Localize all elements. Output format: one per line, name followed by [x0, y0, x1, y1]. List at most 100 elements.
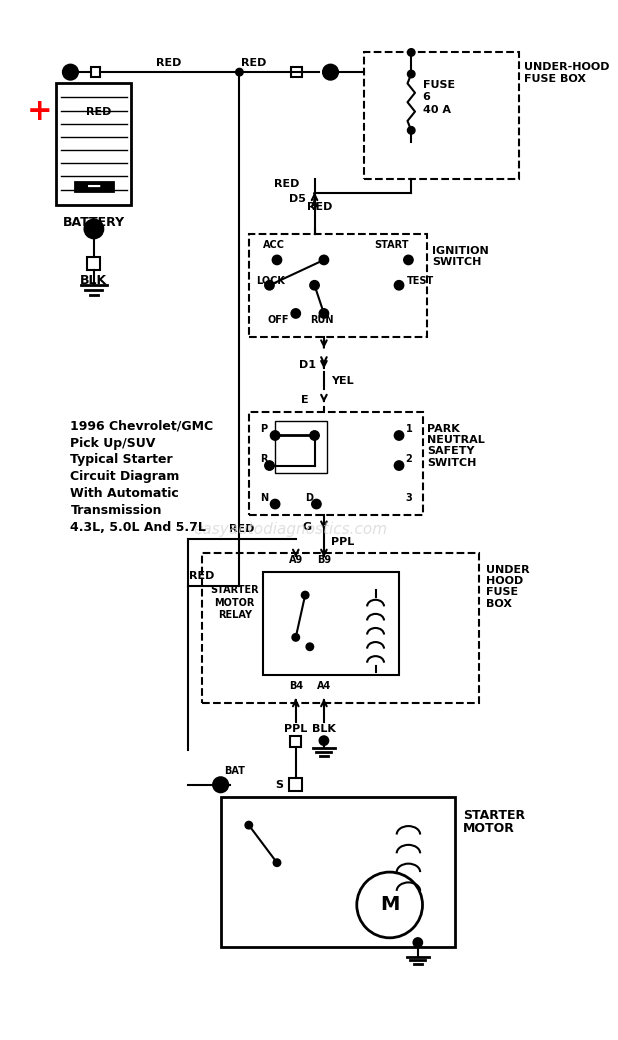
Bar: [249, 412, 423, 515]
Text: RED: RED: [241, 58, 266, 68]
Text: 6: 6: [423, 93, 430, 103]
Text: RED: RED: [274, 179, 299, 189]
Bar: [91, 68, 101, 77]
Circle shape: [265, 281, 274, 290]
Text: RED: RED: [87, 106, 112, 116]
Text: −: −: [86, 177, 102, 197]
Text: A9: A9: [289, 555, 303, 566]
Circle shape: [306, 643, 313, 650]
Circle shape: [323, 64, 338, 80]
Text: MOTOR: MOTOR: [214, 598, 255, 607]
Text: TEST: TEST: [407, 276, 434, 286]
Text: A4: A4: [317, 681, 331, 692]
Text: S: S: [275, 780, 283, 789]
Circle shape: [394, 431, 404, 440]
Bar: [56, 83, 132, 206]
Circle shape: [407, 127, 415, 134]
Circle shape: [310, 431, 320, 440]
Circle shape: [85, 219, 103, 238]
Circle shape: [320, 309, 329, 318]
Circle shape: [404, 255, 413, 264]
Text: D: D: [305, 493, 313, 503]
Text: BLK: BLK: [312, 725, 336, 734]
Text: BOX: BOX: [486, 599, 512, 608]
Text: ACC: ACC: [263, 240, 285, 250]
Text: BLK: BLK: [80, 275, 108, 287]
Text: MOTOR: MOTOR: [463, 823, 515, 835]
Text: Circuit Diagram: Circuit Diagram: [70, 470, 180, 484]
Text: START: START: [374, 240, 408, 250]
Text: N: N: [260, 493, 268, 503]
Bar: [291, 68, 302, 77]
Circle shape: [271, 431, 280, 440]
Circle shape: [394, 281, 404, 290]
Bar: [249, 234, 427, 337]
Text: easyautodiagnostics.com: easyautodiagnostics.com: [193, 522, 387, 537]
Text: BATTERY: BATTERY: [63, 216, 125, 229]
Text: SWITCH: SWITCH: [432, 257, 481, 267]
Text: RUN: RUN: [310, 315, 333, 326]
Text: Typical Starter: Typical Starter: [70, 453, 173, 466]
Bar: [202, 553, 479, 703]
Text: B9: B9: [317, 555, 331, 566]
Circle shape: [407, 71, 415, 78]
Bar: [263, 572, 399, 675]
Text: M: M: [380, 895, 399, 914]
Text: 2: 2: [405, 454, 412, 464]
Bar: [75, 182, 112, 191]
Circle shape: [320, 736, 329, 746]
Circle shape: [320, 255, 329, 264]
Text: PPL: PPL: [331, 537, 355, 547]
Text: HOOD: HOOD: [486, 576, 523, 586]
Text: UNDER-HOOD: UNDER-HOOD: [524, 61, 609, 72]
Text: RED: RED: [156, 58, 182, 68]
Text: STARTER: STARTER: [210, 586, 259, 596]
Bar: [289, 778, 302, 791]
Text: 1996 Chevrolet/GMC: 1996 Chevrolet/GMC: [70, 419, 214, 433]
Text: 3: 3: [405, 493, 412, 503]
Circle shape: [394, 461, 404, 470]
Text: E: E: [302, 395, 309, 405]
Circle shape: [273, 859, 281, 866]
Circle shape: [291, 309, 300, 318]
Circle shape: [273, 255, 282, 264]
Text: RELAY: RELAY: [218, 609, 252, 620]
Text: SAFETY: SAFETY: [427, 446, 475, 457]
Text: +: +: [27, 97, 53, 126]
Circle shape: [63, 64, 78, 80]
Text: R: R: [260, 454, 268, 464]
Text: FUSE: FUSE: [486, 588, 519, 597]
Text: BAT: BAT: [224, 765, 245, 776]
Circle shape: [245, 822, 253, 829]
Bar: [290, 736, 302, 747]
Text: PPL: PPL: [284, 725, 307, 734]
Text: 40 A: 40 A: [423, 105, 451, 114]
Text: Pick Up/SUV: Pick Up/SUV: [70, 437, 156, 449]
Text: NEUTRAL: NEUTRAL: [427, 435, 485, 445]
Text: 4.3L, 5.0L And 5.7L: 4.3L, 5.0L And 5.7L: [70, 521, 206, 534]
Text: RED: RED: [229, 524, 254, 535]
Text: LOCK: LOCK: [256, 276, 285, 286]
Text: P: P: [260, 424, 267, 434]
Circle shape: [235, 69, 243, 76]
Text: B4: B4: [289, 681, 303, 692]
Text: D1: D1: [298, 360, 316, 370]
Text: FUSE: FUSE: [423, 80, 455, 90]
Circle shape: [311, 499, 321, 509]
Circle shape: [302, 592, 309, 599]
Circle shape: [292, 633, 300, 641]
Bar: [275, 421, 327, 473]
Circle shape: [407, 49, 415, 56]
Text: RED: RED: [307, 203, 332, 212]
Text: STARTER: STARTER: [463, 809, 525, 823]
Bar: [364, 52, 519, 179]
Text: Transmission: Transmission: [70, 504, 162, 517]
Circle shape: [413, 938, 423, 947]
Circle shape: [213, 777, 228, 792]
Text: OFF: OFF: [268, 315, 289, 326]
Text: G: G: [302, 522, 311, 531]
Bar: [87, 257, 101, 270]
Text: FUSE BOX: FUSE BOX: [524, 74, 586, 83]
Text: 1: 1: [405, 424, 412, 434]
Text: With Automatic: With Automatic: [70, 487, 179, 500]
